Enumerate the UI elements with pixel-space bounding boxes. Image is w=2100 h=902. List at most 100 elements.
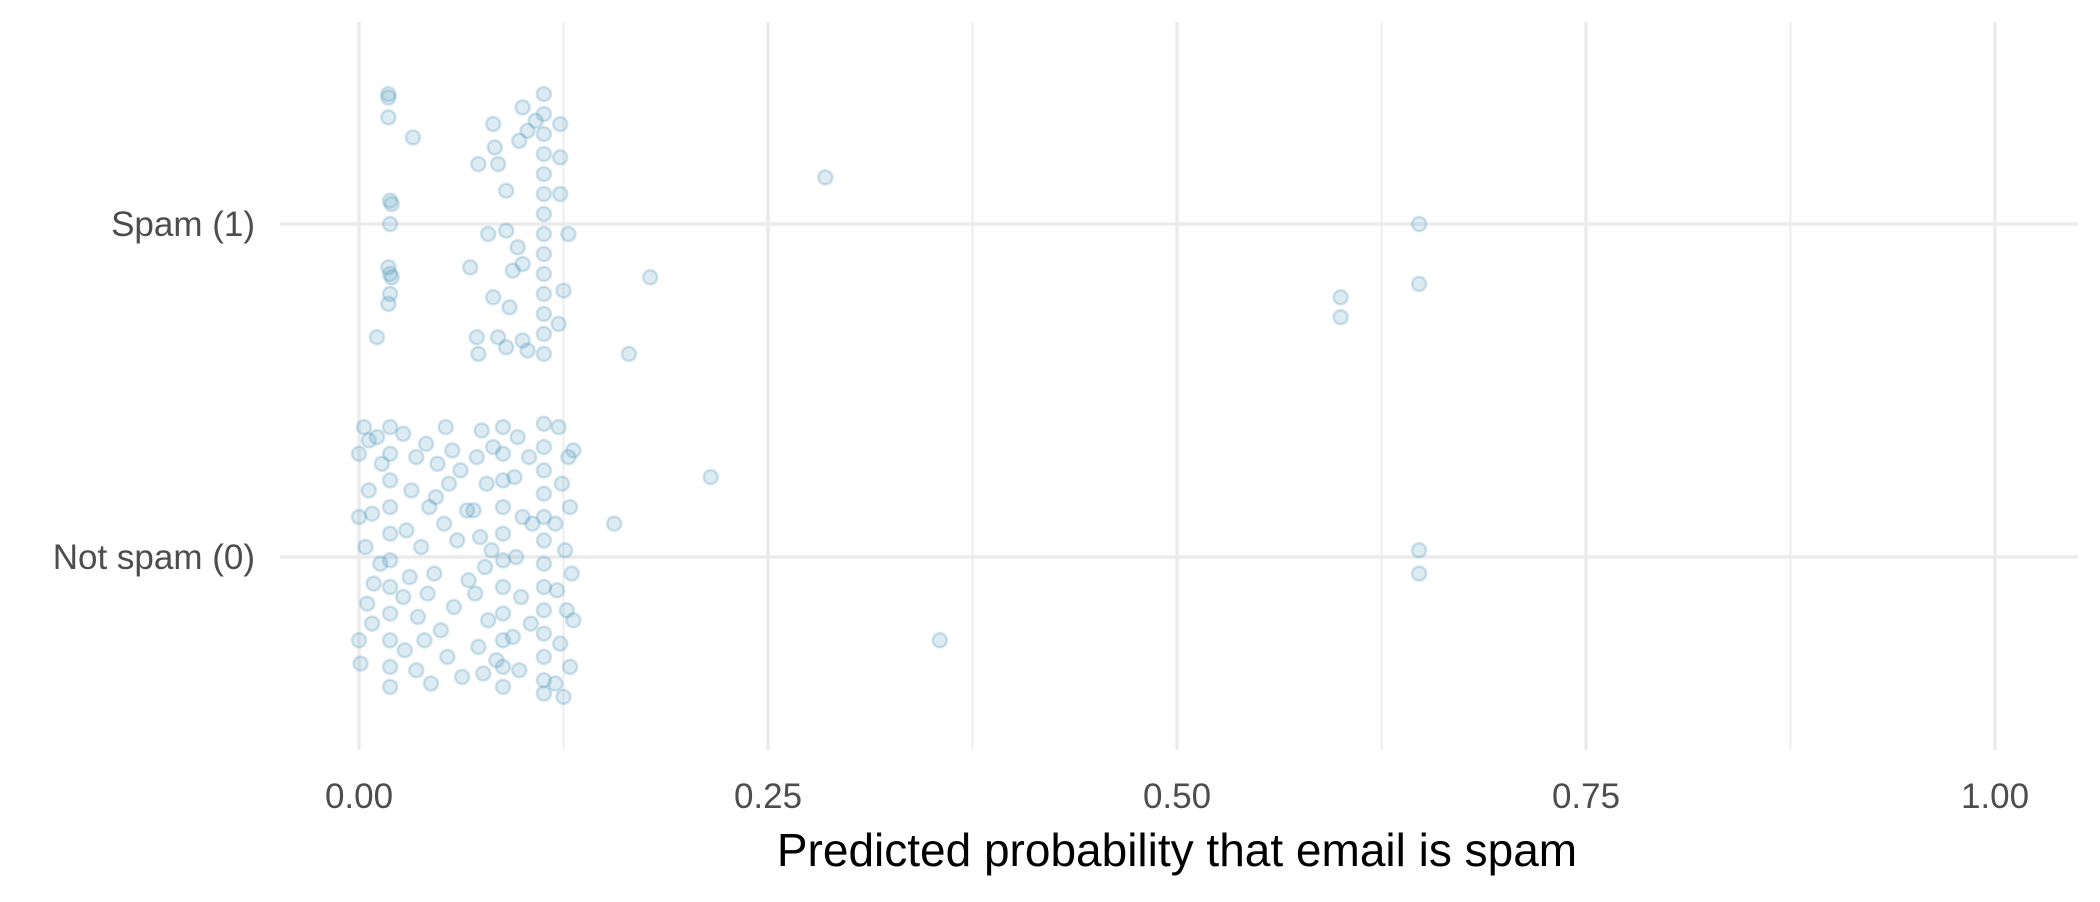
point-class0-6 <box>363 505 381 522</box>
point-class0-109 <box>556 542 574 559</box>
point-class0-115 <box>561 658 579 676</box>
x-tick-label-3: 0.75 <box>1552 777 1620 816</box>
point-class0-44 <box>445 598 463 616</box>
point-class1-28 <box>484 289 502 306</box>
point-class0-83 <box>507 548 525 566</box>
point-class1-49 <box>535 345 553 363</box>
point-class0-37 <box>426 565 443 582</box>
point-class0-64 <box>470 638 487 656</box>
point-class0-104 <box>560 448 577 466</box>
point-class0-7 <box>350 508 368 526</box>
point-class0-66 <box>484 438 502 456</box>
x-axis-tick-labels: 0.00 0.25 0.50 0.75 1.00 <box>325 777 2029 816</box>
point-class0-23 <box>381 632 399 649</box>
point-class1-4 <box>381 192 399 209</box>
point-class0-25 <box>381 678 399 696</box>
point-class0-33 <box>440 475 458 492</box>
point-class0-49 <box>453 668 471 686</box>
point-class0-119 <box>605 515 623 532</box>
x-tick-label-2: 0.50 <box>1143 777 1211 816</box>
point-class1-50 <box>551 115 569 133</box>
point-class1-34 <box>514 332 531 349</box>
point-class0-31 <box>403 482 420 499</box>
point-class0-0 <box>355 418 373 436</box>
point-class0-112 <box>558 602 576 619</box>
point-class0-54 <box>444 442 461 459</box>
point-class0-99 <box>535 625 553 642</box>
point-class0-95 <box>535 532 553 549</box>
point-class0-2 <box>360 432 378 449</box>
point-class1-37 <box>535 105 553 123</box>
point-class0-39 <box>448 532 466 549</box>
point-class0-14 <box>372 555 389 572</box>
point-class1-58 <box>620 345 638 363</box>
point-class0-57 <box>468 448 486 466</box>
point-class0-86 <box>511 661 528 679</box>
point-class1-6 <box>381 215 399 233</box>
point-class0-61 <box>476 558 494 576</box>
point-class1-20 <box>527 112 544 130</box>
y-axis-tick-labels: Not spam (0) Spam (1) <box>53 205 255 577</box>
point-class0-116 <box>547 675 564 692</box>
point-class1-26 <box>504 262 522 279</box>
point-class0-97 <box>535 578 553 596</box>
point-class0-84 <box>512 588 530 606</box>
point-class0-13 <box>363 615 381 632</box>
point-class0-73 <box>494 525 512 542</box>
point-class0-27 <box>408 448 425 466</box>
point-class0-122 <box>1410 565 1428 582</box>
point-class0-22 <box>381 605 399 622</box>
point-class0-32 <box>421 498 438 516</box>
point-class0-100 <box>535 648 553 666</box>
y-tick-label-0: Not spam (0) <box>53 538 255 577</box>
point-class0-79 <box>494 678 512 696</box>
point-class0-105 <box>565 442 582 459</box>
point-class1-7 <box>380 259 397 276</box>
point-class0-17 <box>381 472 399 489</box>
point-class1-46 <box>535 285 553 303</box>
point-class1-59 <box>1410 215 1428 233</box>
point-class0-87 <box>520 448 538 466</box>
point-class0-52 <box>416 632 433 649</box>
point-class0-58 <box>478 475 495 492</box>
point-class0-110 <box>563 565 580 582</box>
point-class0-111 <box>548 582 566 599</box>
point-class0-85 <box>504 628 522 646</box>
point-class0-34 <box>452 462 469 479</box>
x-axis-title: Predicted probability that email is spam <box>777 824 1577 876</box>
point-class1-13 <box>484 115 502 133</box>
point-class0-92 <box>535 462 553 479</box>
point-class1-40 <box>535 165 553 183</box>
point-class1-57 <box>641 269 659 286</box>
point-class0-8 <box>357 538 374 556</box>
point-class0-1 <box>350 445 368 463</box>
point-class0-50 <box>460 572 477 589</box>
point-class0-89 <box>522 615 540 632</box>
point-class1-32 <box>489 328 507 346</box>
point-class1-35 <box>519 342 536 359</box>
point-class1-0 <box>380 85 397 103</box>
point-class0-60 <box>471 528 489 546</box>
major-grid <box>280 22 2078 750</box>
point-class0-11 <box>350 632 368 649</box>
point-class0-56 <box>473 422 490 439</box>
x-tick-label-0: 0.00 <box>325 777 393 816</box>
point-class1-1 <box>380 89 397 106</box>
point-class0-80 <box>509 428 526 446</box>
point-class0-120 <box>931 632 949 649</box>
point-class0-81 <box>506 468 523 486</box>
point-class1-54 <box>555 282 572 299</box>
point-class0-82 <box>514 508 531 526</box>
point-class0-90 <box>535 415 553 433</box>
point-class0-94 <box>535 508 553 526</box>
point-class0-93 <box>535 485 553 502</box>
point-class1-33 <box>497 338 515 356</box>
point-class1-12 <box>368 328 386 346</box>
point-class1-25 <box>461 259 479 276</box>
minor-grid <box>562 22 1792 750</box>
point-class1-29 <box>501 299 518 316</box>
point-class1-24 <box>509 239 526 256</box>
point-class0-118 <box>702 468 719 486</box>
point-class0-26 <box>394 425 412 443</box>
